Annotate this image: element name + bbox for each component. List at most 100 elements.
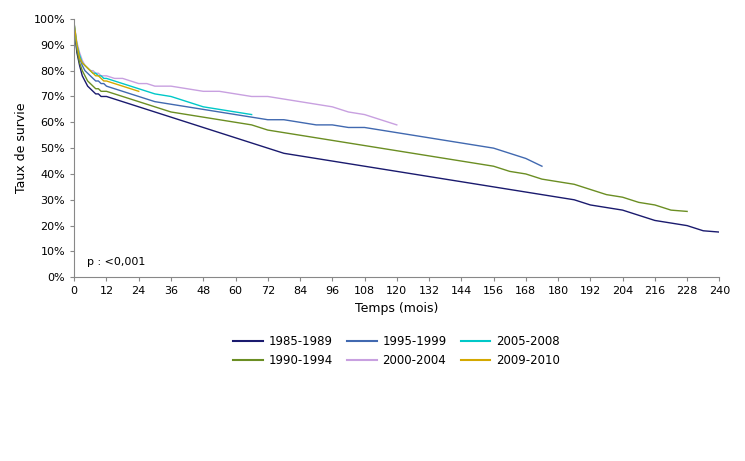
2005-2008 bbox=[167, 94, 176, 99]
2000-2004 bbox=[344, 109, 353, 115]
2000-2004 bbox=[134, 81, 143, 86]
2005-2008 bbox=[83, 65, 92, 71]
2000-2004 bbox=[99, 73, 108, 78]
2000-2004 bbox=[279, 96, 288, 102]
1995-1999 bbox=[110, 86, 119, 91]
2000-2004 bbox=[328, 104, 337, 110]
2005-2008 bbox=[183, 99, 191, 104]
2009-2010 bbox=[102, 78, 111, 84]
2005-2008 bbox=[91, 71, 100, 76]
2000-2004 bbox=[167, 83, 176, 89]
2005-2008 bbox=[247, 112, 256, 118]
2005-2008 bbox=[75, 53, 84, 58]
2005-2008 bbox=[134, 86, 143, 91]
1995-1999 bbox=[83, 71, 92, 76]
1995-1999 bbox=[537, 164, 546, 169]
2009-2010 bbox=[75, 55, 84, 60]
2005-2008 bbox=[110, 78, 119, 84]
1990-1994 bbox=[489, 164, 498, 169]
2000-2004 bbox=[183, 86, 191, 91]
1995-1999 bbox=[75, 55, 84, 60]
1990-1994 bbox=[70, 24, 79, 30]
1995-1999 bbox=[70, 24, 79, 30]
2000-2004 bbox=[83, 65, 92, 71]
Legend: 1985-1989, 1990-1994, 1995-1999, 2000-2004, 2005-2008, 2009-2010: 1985-1989, 1990-1994, 1995-1999, 2000-20… bbox=[233, 335, 560, 367]
1990-1994 bbox=[586, 187, 595, 192]
1990-1994 bbox=[682, 209, 691, 214]
2000-2004 bbox=[102, 73, 111, 78]
2000-2004 bbox=[70, 21, 79, 27]
2009-2010 bbox=[91, 73, 100, 78]
2005-2008 bbox=[77, 60, 86, 65]
1995-1999 bbox=[89, 76, 98, 81]
2000-2004 bbox=[118, 76, 127, 81]
1995-1999 bbox=[118, 89, 127, 94]
1995-1999 bbox=[522, 156, 530, 161]
Line: 1995-1999: 1995-1999 bbox=[74, 27, 542, 166]
2009-2010 bbox=[134, 89, 143, 94]
1995-1999 bbox=[457, 140, 466, 146]
1995-1999 bbox=[231, 112, 240, 118]
2009-2010 bbox=[118, 83, 127, 89]
2005-2008 bbox=[97, 73, 106, 78]
2009-2010 bbox=[110, 81, 119, 86]
1995-1999 bbox=[489, 145, 498, 151]
Line: 2005-2008: 2005-2008 bbox=[74, 24, 252, 115]
1995-1999 bbox=[344, 125, 353, 130]
2000-2004 bbox=[215, 89, 223, 94]
2005-2008 bbox=[102, 76, 111, 81]
2000-2004 bbox=[77, 58, 86, 63]
1995-1999 bbox=[296, 119, 305, 125]
1995-1999 bbox=[167, 101, 176, 107]
2005-2008 bbox=[89, 71, 98, 76]
2000-2004 bbox=[72, 40, 81, 45]
2005-2008 bbox=[99, 76, 108, 81]
2009-2010 bbox=[126, 86, 135, 91]
2005-2008 bbox=[150, 91, 159, 97]
2000-2004 bbox=[97, 73, 106, 78]
2000-2004 bbox=[150, 83, 159, 89]
1985-1989 bbox=[126, 101, 135, 107]
2000-2004 bbox=[376, 117, 385, 123]
1995-1999 bbox=[279, 117, 288, 123]
2009-2010 bbox=[83, 65, 92, 71]
1995-1999 bbox=[199, 106, 208, 112]
2009-2010 bbox=[77, 60, 86, 65]
2005-2008 bbox=[86, 68, 95, 73]
2005-2008 bbox=[72, 42, 81, 47]
2009-2010 bbox=[80, 63, 89, 68]
1995-1999 bbox=[393, 130, 402, 136]
1990-1994 bbox=[328, 138, 337, 143]
2009-2010 bbox=[70, 21, 79, 27]
1995-1999 bbox=[408, 132, 417, 138]
1995-1999 bbox=[134, 94, 143, 99]
2005-2008 bbox=[231, 109, 240, 115]
1995-1999 bbox=[86, 73, 95, 78]
2009-2010 bbox=[72, 42, 81, 47]
1995-1999 bbox=[183, 104, 191, 110]
2000-2004 bbox=[75, 50, 84, 55]
1995-1999 bbox=[328, 122, 337, 128]
2000-2004 bbox=[142, 81, 151, 86]
2000-2004 bbox=[199, 89, 208, 94]
2000-2004 bbox=[296, 99, 305, 104]
1990-1994 bbox=[376, 145, 385, 151]
1995-1999 bbox=[91, 78, 100, 84]
Y-axis label: Taux de survie: Taux de survie bbox=[15, 103, 28, 193]
1995-1999 bbox=[102, 83, 111, 89]
Line: 2000-2004: 2000-2004 bbox=[74, 24, 397, 125]
1995-1999 bbox=[376, 127, 385, 133]
1985-1989 bbox=[94, 91, 103, 97]
2005-2008 bbox=[80, 63, 89, 68]
2000-2004 bbox=[94, 71, 103, 76]
1995-1999 bbox=[150, 99, 159, 104]
2005-2008 bbox=[126, 83, 135, 89]
2009-2010 bbox=[86, 68, 95, 73]
2005-2008 bbox=[94, 73, 103, 78]
1995-1999 bbox=[263, 117, 272, 123]
1985-1989 bbox=[75, 63, 84, 68]
1995-1999 bbox=[142, 96, 151, 102]
Text: p : <0,001: p : <0,001 bbox=[87, 257, 145, 267]
1995-1999 bbox=[99, 81, 108, 86]
1985-1989 bbox=[70, 27, 79, 32]
